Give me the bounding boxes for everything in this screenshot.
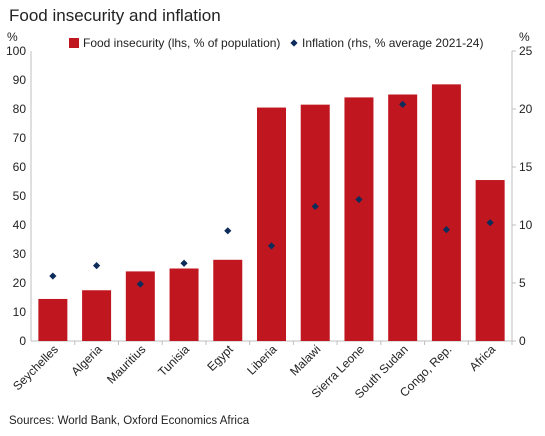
marker-inflation bbox=[267, 242, 276, 250]
left-axis-unit: % bbox=[7, 30, 18, 44]
legend-marker-inflation bbox=[290, 39, 298, 47]
right-tick-label: 15 bbox=[519, 160, 533, 174]
left-tick-label: 30 bbox=[13, 247, 27, 261]
category-label: Seychelles bbox=[10, 342, 61, 393]
legend-label-inflation: Inflation (rhs, % average 2021-24) bbox=[302, 36, 483, 50]
right-tick-label: 5 bbox=[519, 276, 526, 290]
bar-food-insecurity bbox=[169, 268, 199, 341]
marker-inflation bbox=[224, 227, 232, 235]
chart-title: Food insecurity and inflation bbox=[9, 6, 221, 25]
right-tick-label: 0 bbox=[519, 334, 526, 348]
category-label: Egypt bbox=[204, 342, 236, 374]
bar-food-insecurity bbox=[344, 97, 374, 342]
right-axis-unit: % bbox=[519, 30, 530, 44]
marker-inflation bbox=[180, 259, 188, 267]
legend-label-food-insecurity: Food insecurity (lhs, % of population) bbox=[83, 36, 280, 50]
left-tick-label: 70 bbox=[13, 131, 27, 145]
category-label: Africa bbox=[467, 342, 499, 374]
bar-food-insecurity bbox=[300, 104, 330, 342]
bar-food-insecurity bbox=[475, 180, 505, 341]
marker-inflation bbox=[442, 226, 451, 234]
bar-food-insecurity bbox=[213, 259, 243, 341]
left-tick-label: 40 bbox=[13, 218, 27, 232]
marker-inflation bbox=[49, 272, 57, 280]
category-label: Malawi bbox=[287, 342, 323, 378]
marker-inflation bbox=[311, 202, 319, 211]
source-note: Sources: World Bank, Oxford Economics Af… bbox=[9, 415, 250, 427]
left-tick-label: 20 bbox=[13, 276, 27, 290]
left-tick-label: 90 bbox=[13, 73, 27, 87]
right-tick-label: 25 bbox=[519, 44, 533, 58]
marker-inflation bbox=[136, 280, 144, 288]
left-tick-label: 0 bbox=[19, 334, 26, 348]
category-label: Mauritius bbox=[104, 342, 148, 386]
right-tick-label: 10 bbox=[519, 218, 533, 232]
bar-food-insecurity bbox=[431, 84, 461, 341]
marker-inflation bbox=[355, 195, 363, 204]
bar-food-insecurity bbox=[38, 298, 68, 341]
category-label: Liberia bbox=[244, 342, 280, 378]
right-tick-label: 20 bbox=[519, 102, 533, 116]
bar-food-insecurity bbox=[82, 290, 112, 341]
left-tick-label: 80 bbox=[13, 102, 27, 116]
marker-inflation bbox=[92, 262, 101, 270]
left-tick-label: 100 bbox=[6, 44, 26, 58]
left-tick-label: 50 bbox=[13, 189, 27, 203]
bar-food-insecurity bbox=[388, 94, 418, 341]
legend-swatch-food-insecurity bbox=[69, 38, 79, 48]
category-label: Algeria bbox=[68, 342, 105, 379]
marker-inflation bbox=[486, 219, 494, 227]
bar-food-insecurity bbox=[257, 107, 286, 341]
left-tick-label: 10 bbox=[13, 305, 27, 319]
left-tick-label: 60 bbox=[13, 160, 27, 174]
marker-inflation bbox=[399, 100, 407, 108]
category-label: Tunisia bbox=[155, 342, 192, 379]
